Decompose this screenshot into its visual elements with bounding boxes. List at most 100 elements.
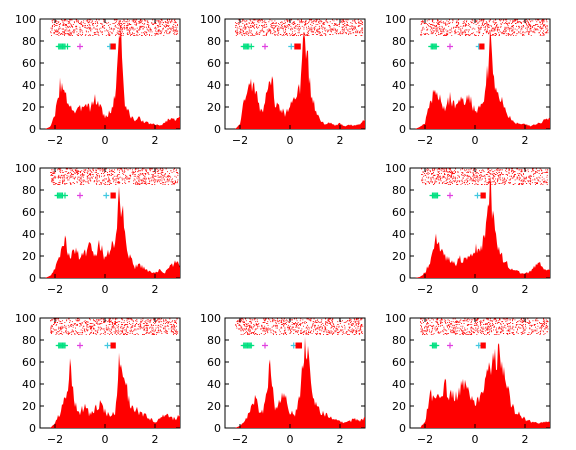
raster-spike [482,19,484,21]
raster-spike [94,324,96,326]
raster-spike [118,178,119,180]
raster-spike [439,34,441,35]
raster-spike [508,22,510,24]
raster-spike [161,168,163,170]
raster-spike [464,30,465,32]
raster-spike [468,24,470,25]
raster-spike [310,332,311,334]
raster-spike [159,321,161,323]
raster-spike [320,20,322,22]
raster-spike [119,24,120,25]
raster-spike [60,170,62,172]
raster-spike [117,168,119,170]
raster-spike [436,181,438,183]
raster-spike [70,174,72,176]
raster-spike [108,32,109,34]
raster-spike [92,23,94,24]
raster-spike [324,327,326,329]
raster-spike [92,168,94,170]
raster-spike [543,34,545,35]
raster-spike [65,331,67,333]
raster-spike [146,319,148,321]
raster-spike [236,32,238,34]
raster-spike [68,326,70,328]
raster-spike [355,330,357,332]
raster-spike [240,32,241,34]
raster-spike [55,322,56,323]
raster-spike [439,168,440,170]
raster-spike [275,320,277,322]
raster-spike [528,31,530,33]
raster-spike [316,331,318,333]
raster-spike [478,179,480,181]
raster-spike [253,25,255,26]
raster-spike [119,31,121,33]
raster-spike [89,325,91,327]
raster-spike [66,25,67,26]
raster-spike [290,25,292,27]
raster-spike [84,23,86,24]
raster-spike [113,179,115,181]
raster-spike [361,331,363,333]
raster-spike [497,174,499,176]
raster-spike [175,22,176,24]
raster-spike [76,21,78,23]
raster-spike [461,32,463,34]
raster-spike [425,184,427,185]
raster-spike [438,22,439,24]
raster-spike [158,173,160,174]
raster-spike [444,173,445,174]
raster-spike [176,334,177,335]
raster-spike [109,169,111,171]
raster-spike [447,182,449,184]
raster-spike [344,326,346,328]
raster-spike [58,182,60,184]
event-marker-red [111,342,116,349]
raster-spike [353,32,355,34]
x-tick-label: −2 [47,433,63,446]
raster-spike [172,178,173,180]
raster-spike [174,321,176,323]
raster-spike [356,333,357,334]
raster-spike [492,177,494,179]
raster-spike [101,24,103,25]
raster-spike [347,334,348,335]
raster-spike [135,21,137,23]
raster-spike [112,322,114,323]
raster-spike [272,26,273,28]
raster-spike [104,334,106,335]
raster-spike [528,19,530,21]
raster-spike [534,182,536,184]
raster-spike [61,331,63,333]
raster-spike [542,23,543,24]
raster-spike [544,172,546,173]
raster-spike [348,324,350,325]
raster-spike [426,176,428,178]
raster-spike [442,182,444,184]
y-tick-label: 100 [15,162,36,175]
raster-spike [248,30,250,32]
raster-spike [502,174,504,175]
raster-spike [133,175,135,177]
raster-spike [421,23,423,24]
raster-spike [350,31,352,33]
raster-spike [96,331,98,333]
raster-spike [109,334,110,335]
raster-spike [123,170,125,172]
raster-spike [76,333,78,334]
raster-spike [510,35,512,36]
raster-spike [459,35,461,36]
raster-spike [471,19,473,21]
raster-spike [68,179,70,181]
raster-spike [299,20,301,22]
raster-spike [537,183,538,184]
raster-spike [90,19,92,21]
raster-spike [235,324,237,325]
raster-spike [291,326,293,328]
raster-spike [63,180,65,182]
raster-spike [362,325,364,327]
raster-spike [122,327,124,329]
raster-spike [108,318,110,320]
raster-spike [97,31,99,33]
raster-spike [331,326,333,328]
